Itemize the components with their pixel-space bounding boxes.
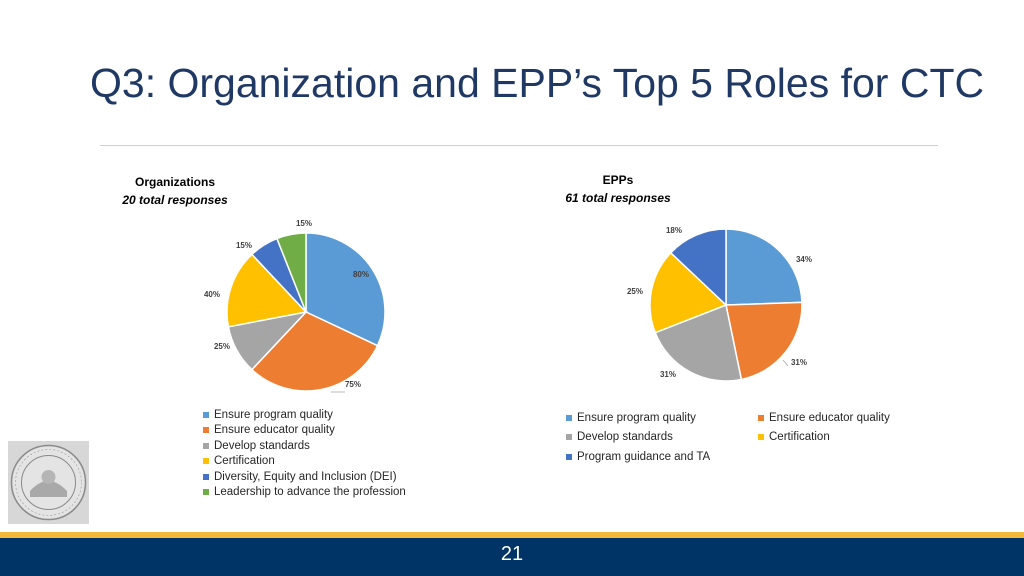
slide-title: Q3: Organization and EPP’s Top 5 Roles f… (90, 60, 985, 106)
org-legend-label-3: Certification (214, 455, 275, 468)
pie0-data-label-0: 80% (353, 270, 369, 279)
pie0-slice-3 (226, 253, 308, 328)
org-legend-swatch-2 (203, 442, 209, 449)
ctc-seal-image (8, 441, 89, 524)
epp-legend-label-0: Ensure program quality (577, 411, 696, 424)
org-legend-label-2: Develop standards (214, 439, 310, 452)
org-legend-swatch-0 (203, 411, 209, 418)
pie1-data-label-2: 31% (660, 370, 676, 379)
org-legend-item-5: Leadership to advance the profession (203, 485, 406, 501)
epp-chart-header: EPPs 61 total responses (543, 171, 693, 207)
footer-bar (0, 538, 1024, 576)
epp-legend-label-1: Ensure educator quality (769, 411, 890, 424)
epp-legend-item-0: Ensure program quality (566, 410, 758, 426)
epp-legend-swatch-4 (566, 453, 572, 460)
org-legend-swatch-1 (203, 427, 209, 434)
epp-legend-label-4: Program guidance and TA (577, 450, 711, 463)
org-legend: Ensure program quality Ensure educator qu… (203, 407, 406, 500)
pie0-slice-5 (275, 232, 307, 313)
pie1-leader-line-0 (782, 359, 789, 367)
epp-legend-swatch-0 (566, 414, 572, 421)
pie1-slice-2 (654, 303, 743, 382)
org-legend-item-0: Ensure program quality (203, 407, 406, 423)
epp-legend-item-3: Certification (758, 430, 926, 446)
pie1-data-label-3: 25% (627, 287, 643, 296)
pie0-slice-0 (305, 232, 386, 347)
pie1-slice-4 (669, 228, 727, 307)
epp-legend-item-4: Program guidance and TA (566, 449, 758, 465)
epp-legend-label-2: Develop standards (577, 431, 673, 444)
epp-legend-swatch-2 (566, 434, 572, 441)
epp-legend-swatch-3 (758, 434, 764, 441)
org-legend-swatch-4 (203, 473, 209, 480)
org-legend-item-3: Certification (203, 454, 406, 470)
org-legend-label-4: Diversity, Equity and Inclusion (DEI) (214, 470, 397, 483)
org-legend-label-0: Ensure program quality (214, 408, 333, 421)
pie1-data-label-0: 34% (796, 255, 812, 264)
org-chart-header: Organizations 20 total responses (100, 173, 250, 209)
org-legend-item-1: Ensure educator quality (203, 423, 406, 439)
org-legend-item-4: Diversity, Equity and Inclusion (DEI) (203, 469, 406, 485)
footer-accent-line (0, 532, 1024, 538)
pie1-slice-3 (649, 251, 728, 334)
pie0-data-label-5: 15% (296, 219, 312, 228)
org-legend-label-5: Leadership to advance the profession (214, 486, 406, 499)
org-legend-swatch-5 (203, 489, 209, 496)
pie1-data-label-1: 31% (791, 358, 807, 367)
pie0-data-label-1: 75% (345, 380, 361, 389)
epp-legend-label-3: Certification (769, 431, 830, 444)
epp-legend: Ensure program quality Ensure educator qu… (566, 410, 926, 465)
pie0-data-label-4: 15% (236, 241, 252, 250)
pie1-slice-1 (725, 301, 803, 381)
epp-legend-swatch-1 (758, 414, 764, 421)
page-number: 21 (500, 543, 524, 565)
epp-legend-item-2: Develop standards (566, 430, 758, 446)
org-chart-title: Organizations (134, 175, 215, 189)
org-legend-item-2: Develop standards (203, 438, 406, 454)
epp-chart-title: EPPs (602, 173, 634, 187)
pie0-slice-1 (250, 311, 379, 392)
org-chart-subtitle: 20 total responses (122, 193, 228, 207)
pie1-data-label-4: 18% (666, 226, 682, 235)
pie1-slice-0 (725, 228, 803, 306)
pie0-data-label-2: 25% (214, 342, 230, 351)
epp-chart-subtitle: 61 total responses (565, 191, 671, 205)
org-legend-label-1: Ensure educator quality (214, 424, 335, 437)
epp-legend-item-1: Ensure educator quality (758, 410, 926, 426)
title-divider (100, 145, 938, 146)
pie0-data-label-3: 40% (204, 290, 220, 299)
org-legend-swatch-3 (203, 458, 209, 465)
